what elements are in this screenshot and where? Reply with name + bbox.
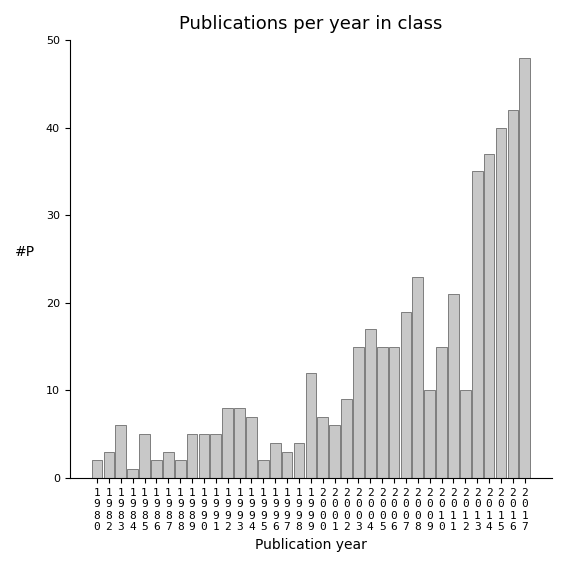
Bar (400, 311, 411, 478)
Bar (282, 452, 293, 478)
Bar (104, 452, 114, 478)
Bar (92, 460, 103, 478)
X-axis label: Publication year: Publication year (255, 538, 367, 552)
Bar (496, 128, 506, 478)
Bar (318, 417, 328, 478)
Y-axis label: #P: #P (15, 245, 35, 259)
Bar (210, 434, 221, 478)
Bar (424, 390, 435, 478)
Bar (412, 277, 423, 478)
Bar (294, 443, 304, 478)
Bar (460, 390, 471, 478)
Bar (389, 346, 399, 478)
Bar (472, 171, 483, 478)
Bar (163, 452, 174, 478)
Bar (198, 434, 209, 478)
Bar (246, 417, 257, 478)
Bar (436, 346, 447, 478)
Bar (519, 58, 530, 478)
Bar (139, 434, 150, 478)
Bar (151, 460, 162, 478)
Bar (258, 460, 269, 478)
Title: Publications per year in class: Publications per year in class (179, 15, 443, 33)
Bar (222, 408, 233, 478)
Bar (306, 373, 316, 478)
Bar (234, 408, 245, 478)
Bar (448, 294, 459, 478)
Bar (353, 346, 364, 478)
Bar (187, 434, 197, 478)
Bar (365, 329, 375, 478)
Bar (128, 469, 138, 478)
Bar (270, 443, 281, 478)
Bar (507, 110, 518, 478)
Bar (484, 154, 494, 478)
Bar (341, 399, 352, 478)
Bar (116, 425, 126, 478)
Bar (329, 425, 340, 478)
Bar (175, 460, 185, 478)
Bar (377, 346, 387, 478)
